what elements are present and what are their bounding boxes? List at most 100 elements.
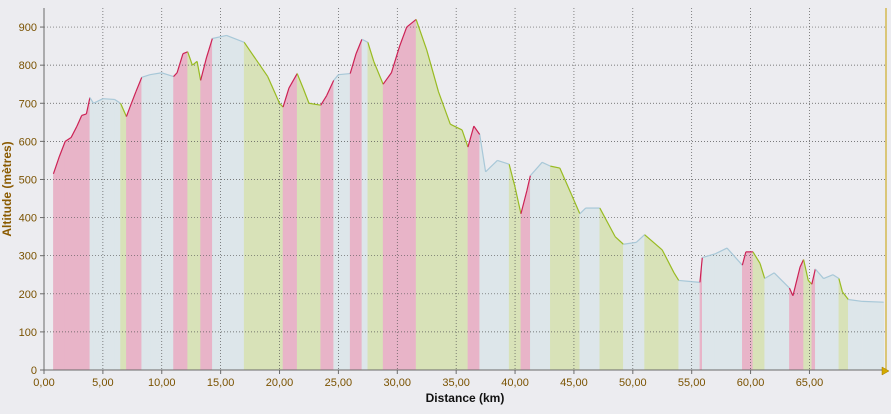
profile-band-descent [438,91,451,371]
profile-line-segment [192,60,198,66]
profile-band-climb [53,156,60,371]
profile-band-descent [842,291,849,371]
profile-band-climb [70,125,78,371]
scroll-marker-icon[interactable] [881,366,890,376]
profile-band-climb [399,26,408,371]
profile-line-segment [196,61,202,81]
profile-line-segment [161,72,174,78]
profile-band-flat [102,98,115,371]
profile-line-segment [173,72,178,77]
profile-line-segment [485,159,498,173]
profile-line-segment [802,259,809,281]
profile-band-descent [373,61,384,371]
profile-line-segment [85,97,91,115]
profile-band-flat [714,247,728,371]
profile-line-segment [102,98,115,101]
profile-band-flat [815,268,824,371]
profile-band-climb [467,126,475,371]
profile-band-climb [129,91,137,371]
profile-line-segment [529,161,543,177]
profile-band-climb [355,39,363,371]
profile-line-segment [267,76,281,104]
x-tick-label: 55,00 [678,377,706,389]
profile-band-climb [320,94,327,371]
profile-line-segment [550,165,560,169]
y-tick-labels: 0 100 200 300 400 500 600 700 800 900 [19,22,44,377]
y-axis-label: Altitude (mètres) [0,141,14,236]
profile-band-climb [382,71,392,371]
profile-line-segment [635,234,645,243]
profile-band-flat [848,299,863,371]
profile-band-climb [473,125,481,371]
profile-line-segment [508,164,516,188]
profile-band-descent [187,51,193,371]
profile-band-descent [192,60,198,371]
profile-band-flat [823,274,834,371]
x-tick-label: 15,00 [207,377,235,389]
profile-band-flat [726,247,743,371]
profile-line-segment [282,87,290,108]
profile-band-descent [559,167,572,371]
profile-line-segment [338,72,351,76]
profile-band-climb [789,287,794,371]
profile-line-segment [450,123,463,131]
profile-line-segment [135,77,143,93]
y-tick-label: 400 [19,213,37,225]
profile-band-climb [81,113,87,371]
profile-band-flat [141,74,151,371]
profile-line-segment [479,134,487,172]
gradient-bands [53,18,884,371]
profile-band-flat [832,274,840,371]
profile-line-segment [520,190,528,214]
y-tick-label: 0 [31,365,37,377]
x-tick-label: 45,00 [560,377,588,389]
profile-band-flat [89,96,94,371]
profile-band-descent [196,61,201,371]
profile-band-descent [426,49,439,371]
profile-band-climb [526,175,531,371]
profile-band-descent [367,42,375,371]
profile-line-segment [579,207,587,215]
profile-line-segment [792,266,801,296]
profile-band-flat [773,272,790,371]
profile-band-descent [838,278,843,371]
x-tick-label: 0,00 [33,377,54,389]
profile-line-segment [89,97,94,104]
profile-line-segment [862,300,884,303]
profile-line-segment [64,137,72,142]
x-tick-label: 5,00 [92,377,113,389]
profile-line-segment [426,49,440,92]
profile-line-segment [473,125,481,135]
profile-line-segment [526,175,531,192]
profile-line-segment [691,280,700,283]
profile-band-descent [644,234,663,371]
profile-line-segment [176,53,184,73]
y-tick-label: 700 [19,98,37,110]
profile-line-segment [212,34,227,40]
profile-band-flat [541,161,551,371]
profile-band-descent [571,194,581,371]
profile-line-segment [76,115,83,127]
profile-band-flat [530,161,543,371]
profile-band-flat [114,98,121,371]
x-tick-label: 20,00 [266,377,294,389]
y-tick-label: 800 [19,60,37,72]
profile-line-segment [661,249,675,274]
profile-band-climb [349,53,357,371]
profile-line-segment [129,91,137,108]
profile-band-flat [636,234,645,371]
y-tick-label: 600 [19,136,37,148]
profile-line-segment [714,247,728,255]
profile-line-segment [726,247,743,266]
profile-band-descent [279,102,284,371]
profile-band-climb [86,97,91,371]
profile-band-flat [338,73,351,371]
profile-line-segment [399,26,408,47]
profile-line-segment [764,272,775,280]
profile-band-climb [200,57,207,371]
x-tick-label: 40,00 [501,377,529,389]
profile-band-descent [302,87,310,371]
profile-band-descent [759,263,766,371]
profile-band-climb [206,38,213,371]
